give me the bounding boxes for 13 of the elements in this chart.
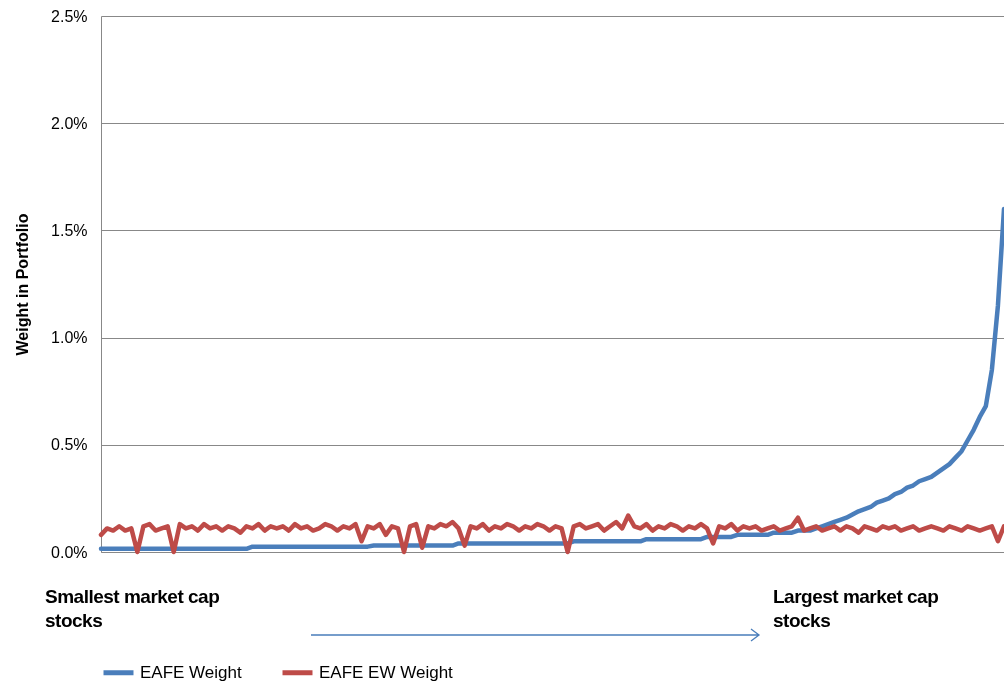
text: Largest market cap stocks [773,585,940,633]
y-tick-label: 1.5% [51,221,88,239]
line-series [98,513,1004,555]
line-series [98,206,1004,552]
y-tick-label: 0.0% [51,543,88,561]
y-tick-label: 2.5% [51,7,88,25]
legend-label: EAFE Weight [140,662,242,682]
y-tick-label: 2.0% [51,114,88,132]
y-axis-title: Weight in Portfolio [14,213,32,356]
legend-label: EAFE EW Weight [319,662,454,682]
text: Smallest market cap stocks [45,585,221,633]
y-tick-label: 0.5% [51,436,88,454]
y-tick-label: 1.0% [51,329,88,347]
